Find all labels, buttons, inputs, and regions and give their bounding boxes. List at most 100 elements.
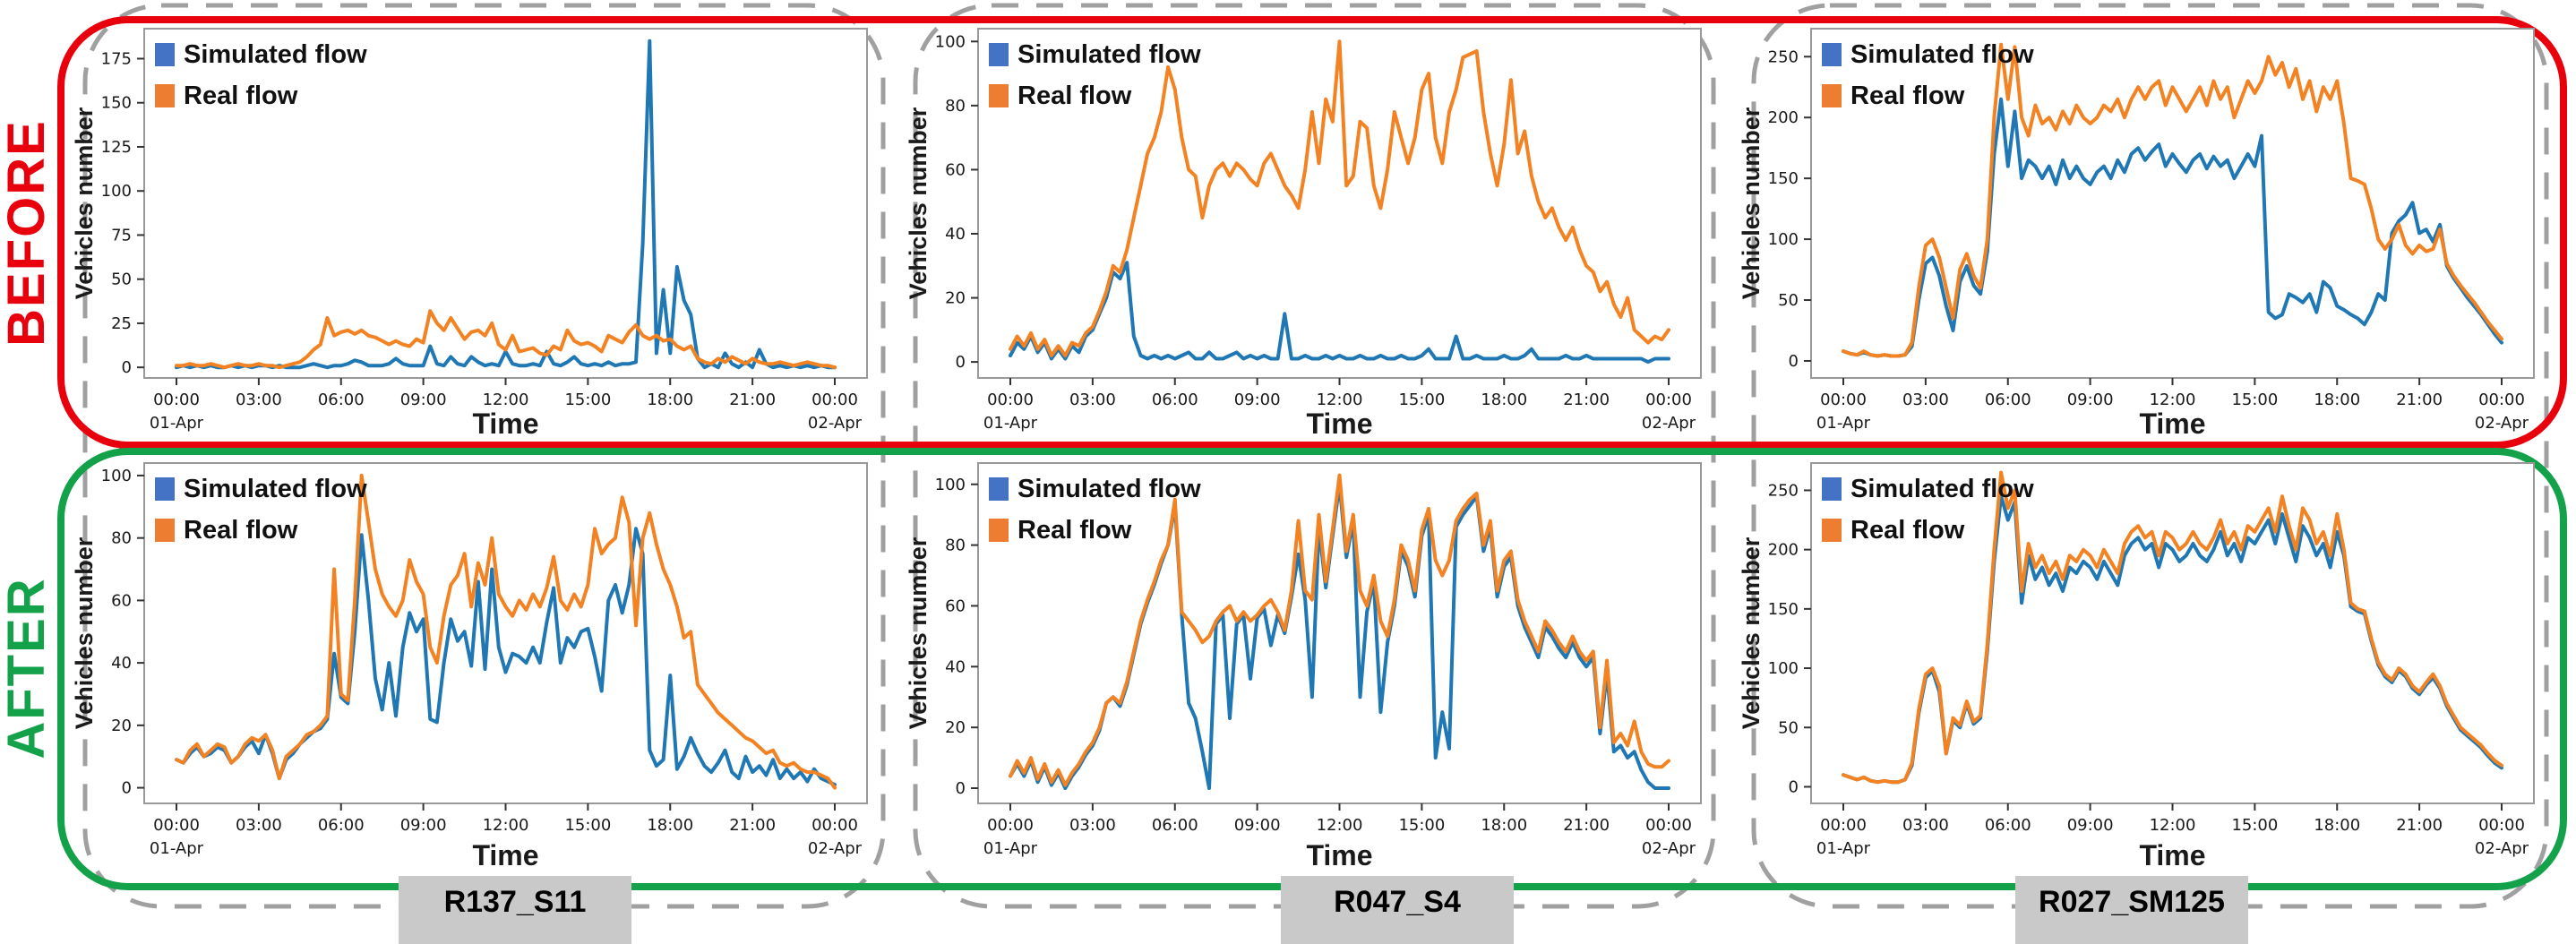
x-tick-label: 03:00 (1069, 390, 1116, 409)
y-tick-label: 40 (945, 657, 966, 676)
simulated-flow-line (1842, 97, 2503, 358)
x-tick-date-label: 02-Apr (2475, 414, 2529, 433)
x-tick-label: 09:00 (1234, 390, 1281, 409)
x-tick-label: 03:00 (236, 390, 282, 409)
x-tick-label: 00:00 (987, 390, 1034, 409)
x-tick-date-label: 01-Apr (150, 839, 204, 858)
real-flow-swatch (989, 519, 1009, 542)
y-tick-label: 0 (122, 358, 132, 377)
subplot-before-r047_s4: 0 20 40 60 80 100 00:00 01-Apr 03:00 06:00 09:00 12… (905, 28, 1702, 440)
x-tick-label: 09:00 (400, 816, 447, 835)
x-tick-label: 00:00 (987, 816, 1034, 835)
real-flow-line (175, 309, 837, 370)
x-tick-label: 21:00 (729, 816, 776, 835)
x-tick-label: 00:00 (1820, 816, 1867, 835)
x-tick-label: 15:00 (564, 816, 611, 835)
x-tick-label: 12:00 (483, 816, 529, 835)
y-axis-title: Vehicles number (905, 107, 932, 299)
legend-label-real: Real flow (184, 82, 298, 110)
x-tick-label: 00:00 (811, 816, 858, 835)
x-tick-label: 00:00 (153, 816, 200, 835)
x-tick-label: 06:00 (318, 816, 365, 835)
y-tick-label: 150 (101, 94, 132, 113)
x-tick-label: 03:00 (1902, 390, 1949, 409)
x-tick-label: 09:00 (2067, 390, 2114, 409)
x-tick-label: 06:00 (1152, 816, 1198, 835)
simulated-flow-swatch (989, 43, 1009, 66)
x-tick-label: 09:00 (2067, 816, 2114, 835)
x-axis-title: Time (472, 839, 538, 871)
axes-area (977, 462, 1702, 804)
simulated-flow-line (1009, 261, 1670, 365)
simulated-flow-swatch (155, 43, 175, 66)
x-tick-label: 18:00 (1481, 816, 1527, 835)
legend-label-real: Real flow (1018, 516, 1132, 545)
column-label-r047-s4: R047_S4 (1281, 876, 1514, 944)
column-outline-r047-s4 (913, 3, 1716, 909)
y-tick-label: 0 (956, 779, 966, 798)
axes-area (1810, 462, 2535, 804)
x-tick-label: 06:00 (1985, 390, 2031, 409)
simulated-flow-swatch (989, 477, 1009, 501)
y-tick-label: 80 (111, 529, 132, 548)
x-tick-date-label: 01-Apr (1816, 839, 1871, 858)
x-axis-title: Time (2139, 839, 2205, 871)
y-tick-label: 60 (945, 160, 966, 179)
y-tick-label: 200 (1768, 541, 1799, 560)
x-tick-label: 00:00 (1645, 816, 1692, 835)
y-tick-label: 40 (111, 654, 132, 673)
legend-label-real: Real flow (1850, 82, 1965, 110)
x-tick-label: 00:00 (811, 390, 858, 409)
y-tick-label: 25 (111, 314, 132, 333)
x-tick-label: 06:00 (1985, 816, 2031, 835)
x-tick-label: 12:00 (2150, 816, 2196, 835)
y-tick-label: 0 (1789, 777, 1799, 796)
real-flow-swatch (989, 84, 1009, 107)
y-tick-label: 40 (945, 225, 966, 244)
x-tick-date-label: 01-Apr (983, 414, 1038, 433)
simulated-flow-swatch (155, 477, 175, 501)
x-tick-date-label: 02-Apr (2475, 839, 2529, 858)
x-axis-title: Time (2139, 408, 2205, 440)
real-flow-swatch (1822, 84, 1842, 107)
x-tick-date-label: 01-Apr (150, 414, 204, 433)
real-flow-swatch (1822, 519, 1842, 542)
x-axis-title: Time (1306, 408, 1372, 440)
x-tick-label: 15:00 (564, 390, 611, 409)
y-tick-label: 200 (1768, 108, 1799, 127)
x-axis-title: Time (1306, 839, 1372, 871)
x-tick-date-label: 02-Apr (1642, 839, 1696, 858)
x-tick-label: 00:00 (1820, 390, 1867, 409)
legend: Simulated flow Real flow (155, 475, 367, 545)
legend: Simulated flow Real flow (155, 40, 367, 110)
y-tick-label: 50 (1778, 291, 1799, 310)
column-outline-r137-s11 (82, 3, 886, 909)
x-tick-label: 18:00 (647, 390, 693, 409)
real-flow-line (1009, 473, 1670, 787)
simulated-flow-swatch (1822, 477, 1842, 501)
legend-label-real: Real flow (1018, 82, 1132, 110)
real-flow-swatch (155, 84, 175, 107)
x-axis-title: Time (472, 408, 538, 440)
legend-label-simulated: Simulated flow (1850, 475, 2034, 503)
y-tick-label: 100 (935, 32, 966, 51)
y-tick-label: 100 (935, 476, 966, 494)
x-tick-date-label: 01-Apr (1816, 414, 1871, 433)
x-tick-date-label: 02-Apr (808, 414, 863, 433)
x-tick-label: 21:00 (1563, 390, 1610, 409)
y-tick-label: 50 (1778, 718, 1799, 737)
y-tick-label: 0 (1789, 352, 1799, 371)
y-tick-label: 100 (101, 467, 132, 485)
x-tick-label: 12:00 (483, 390, 529, 409)
legend-label-simulated: Simulated flow (184, 40, 367, 69)
y-axis-title: Vehicles number (71, 536, 98, 729)
y-tick-label: 20 (111, 717, 132, 735)
legend-label-simulated: Simulated flow (1018, 475, 1201, 503)
x-tick-label: 03:00 (236, 816, 282, 835)
x-tick-label: 03:00 (1069, 816, 1116, 835)
x-tick-date-label: 02-Apr (1642, 414, 1696, 433)
subplot-before-r137_s11: 0 25 50 75 100 125 150 175 00:00 01-Apr 03:00 06:00… (71, 28, 868, 440)
y-tick-label: 100 (1768, 230, 1799, 249)
x-tick-label: 18:00 (647, 816, 693, 835)
x-tick-label: 12:00 (2150, 390, 2196, 409)
